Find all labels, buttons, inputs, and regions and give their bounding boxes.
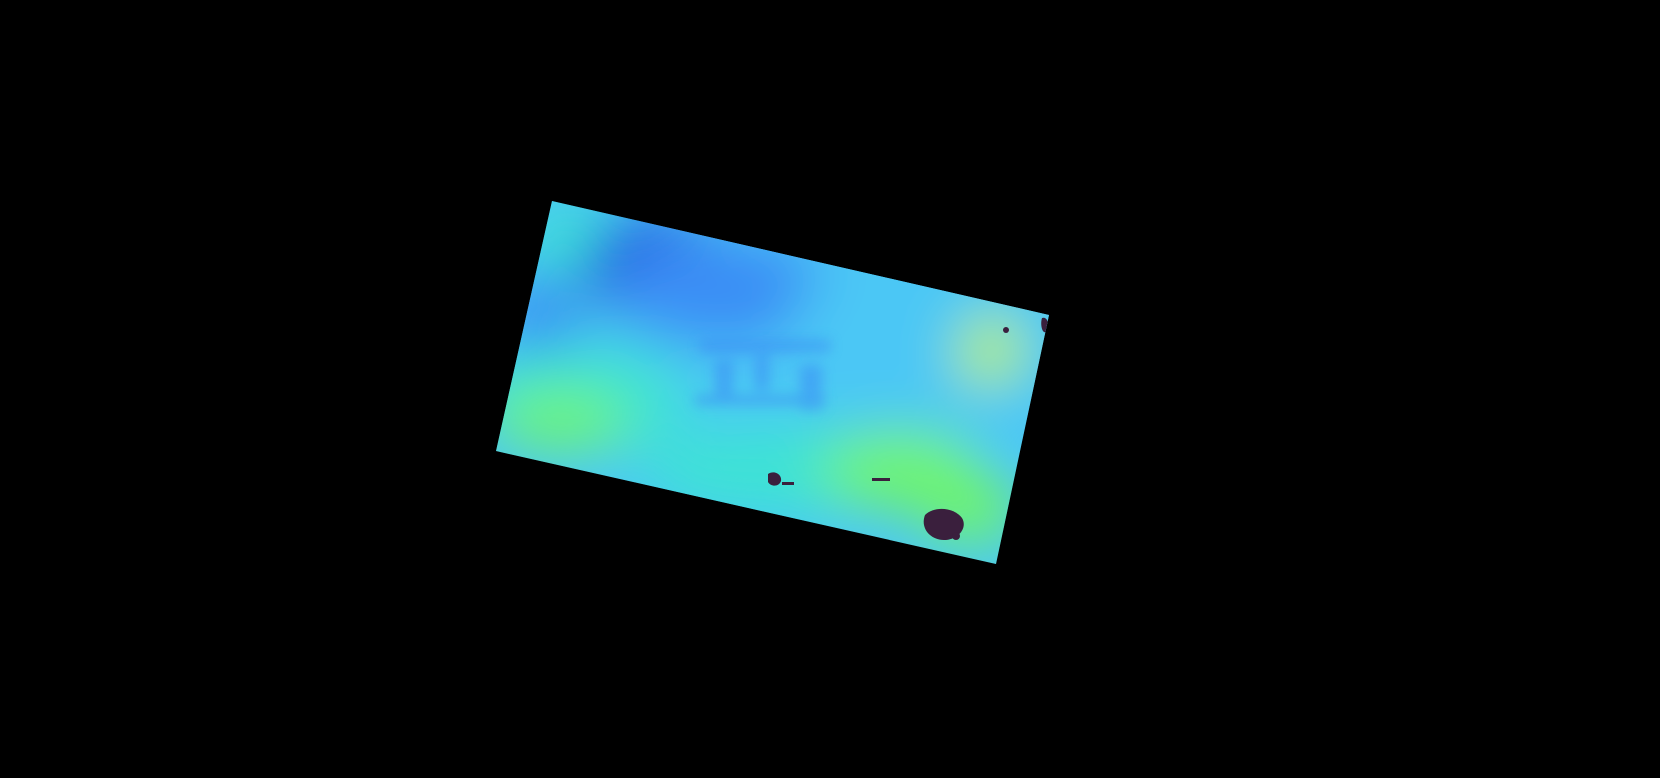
faint-structure (695, 340, 830, 410)
depth-gradient-blobs (496, 201, 1049, 545)
depth-map-tile (496, 201, 1049, 564)
